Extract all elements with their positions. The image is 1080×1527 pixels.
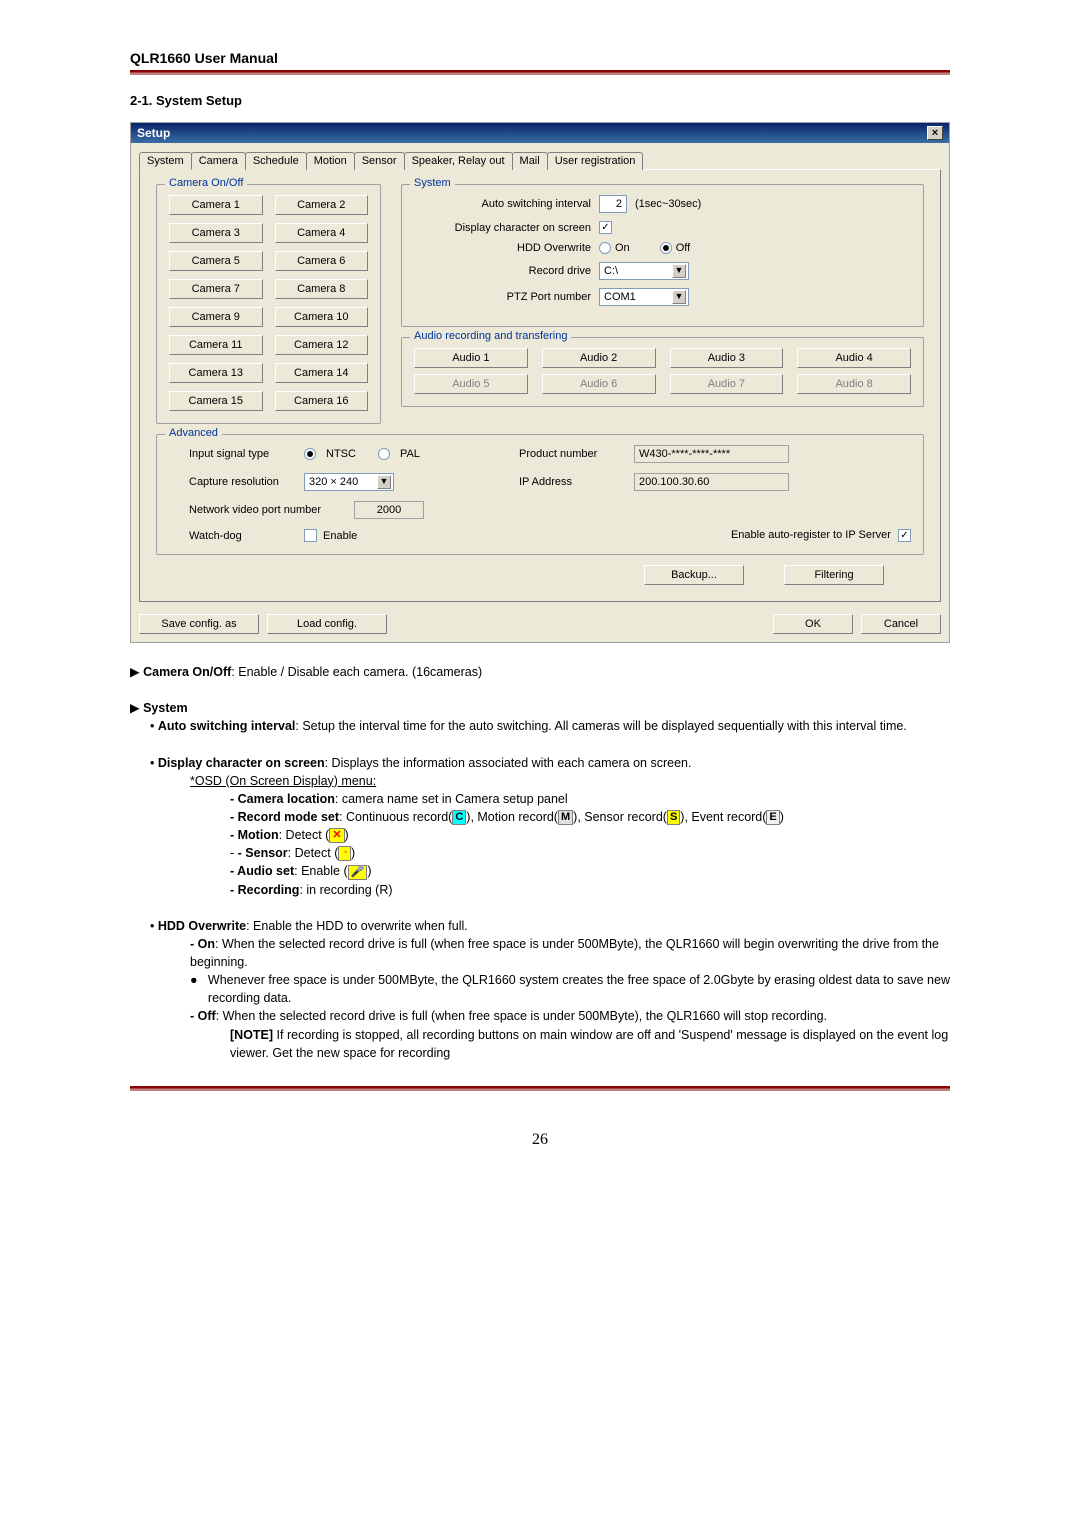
camera-button-2[interactable]: Camera 2 [275, 195, 369, 215]
motion-detect-icon: ✕ [329, 828, 344, 843]
audio-button-5: Audio 5 [414, 374, 528, 394]
chevron-down-icon: ▼ [377, 475, 391, 489]
tab-schedule[interactable]: Schedule [245, 152, 307, 170]
camera-button-11[interactable]: Camera 11 [169, 335, 263, 355]
pal-label: PAL [400, 448, 420, 460]
audio-button-6: Audio 6 [542, 374, 656, 394]
capture-select[interactable]: 320 × 240▼ [304, 473, 394, 491]
event-record-icon: E [766, 810, 779, 825]
close-icon[interactable]: × [927, 126, 943, 140]
camera-button-10[interactable]: Camera 10 [275, 307, 369, 327]
audio-button-8: Audio 8 [797, 374, 911, 394]
camera-button-4[interactable]: Camera 4 [275, 223, 369, 243]
audio-button-2[interactable]: Audio 2 [542, 348, 656, 368]
camera-button-7[interactable]: Camera 7 [169, 279, 263, 299]
ntsc-radio[interactable] [304, 448, 316, 460]
ip-field: 200.100.30.60 [634, 473, 789, 491]
camera-button-1[interactable]: Camera 1 [169, 195, 263, 215]
watchdog-enable-label: Enable [323, 530, 357, 542]
chevron-down-icon: ▼ [672, 264, 686, 278]
input-signal-label: Input signal type [169, 448, 304, 460]
sensor-detect-icon: ◔ [338, 846, 351, 861]
autoreg-label: Enable auto-register to IP Server [731, 529, 891, 541]
chevron-down-icon: ▼ [672, 290, 686, 304]
watchdog-label: Watch-dog [169, 530, 304, 542]
camera-button-8[interactable]: Camera 8 [275, 279, 369, 299]
ptz-select[interactable]: COM1▼ [599, 288, 689, 306]
hdd-on-label: On [615, 242, 630, 254]
product-label: Product number [519, 448, 634, 460]
dialog-title: Setup [137, 126, 170, 140]
tab-motion[interactable]: Motion [306, 152, 355, 170]
record-drive-select[interactable]: C:\▼ [599, 262, 689, 280]
tab-sensor[interactable]: Sensor [354, 152, 405, 170]
page-number: 26 [130, 1131, 950, 1149]
divider [130, 70, 950, 75]
tab-camera[interactable]: Camera [191, 152, 246, 170]
filtering-button[interactable]: Filtering [784, 565, 884, 585]
advanced-group: Advanced Input signal type NTSC PAL Prod… [156, 434, 924, 555]
auto-switch-label: Auto switching interval [414, 198, 599, 210]
setup-dialog: Setup × System Camera Schedule Motion Se… [130, 122, 950, 643]
ptz-label: PTZ Port number [414, 291, 599, 303]
load-config-button[interactable]: Load config. [267, 614, 387, 634]
cancel-button[interactable]: Cancel [861, 614, 941, 634]
camera-button-5[interactable]: Camera 5 [169, 251, 263, 271]
advanced-legend: Advanced [165, 427, 222, 439]
camera-button-9[interactable]: Camera 9 [169, 307, 263, 327]
capture-label: Capture resolution [169, 476, 304, 488]
product-field: W430-****-****-**** [634, 445, 789, 463]
ntsc-label: NTSC [326, 448, 356, 460]
audio-button-4[interactable]: Audio 4 [797, 348, 911, 368]
camera-button-13[interactable]: Camera 13 [169, 363, 263, 383]
manual-title: QLR1660 User Manual [130, 50, 950, 66]
doc-text: Camera On/Off: Enable / Disable each cam… [130, 663, 950, 1062]
camera-onoff-group: Camera On/Off Camera 1Camera 2Camera 3Ca… [156, 184, 381, 424]
motion-record-icon: M [558, 810, 573, 825]
camera-legend: Camera On/Off [165, 177, 247, 189]
hdd-off-label: Off [676, 242, 690, 254]
tab-mail[interactable]: Mail [512, 152, 548, 170]
port-field: 2000 [354, 501, 424, 519]
camera-button-14[interactable]: Camera 14 [275, 363, 369, 383]
divider-bottom [130, 1086, 950, 1091]
auto-switch-input[interactable] [599, 195, 627, 213]
audio-group: Audio recording and transfering Audio 1A… [401, 337, 924, 407]
section-title: 2-1. System Setup [130, 93, 950, 108]
tabs: System Camera Schedule Motion Sensor Spe… [139, 151, 941, 169]
titlebar: Setup × [131, 123, 949, 143]
camera-button-16[interactable]: Camera 16 [275, 391, 369, 411]
audio-enable-icon: 🎤 [348, 865, 368, 880]
camera-button-3[interactable]: Camera 3 [169, 223, 263, 243]
autoreg-checkbox[interactable]: ✓ [898, 529, 911, 542]
hdd-label: HDD Overwrite [414, 242, 599, 254]
audio-button-1[interactable]: Audio 1 [414, 348, 528, 368]
sensor-record-icon: S [667, 810, 680, 825]
system-group: System Auto switching interval (1sec~30s… [401, 184, 924, 327]
display-char-label: Display character on screen [414, 222, 599, 234]
camera-button-6[interactable]: Camera 6 [275, 251, 369, 271]
camera-button-15[interactable]: Camera 15 [169, 391, 263, 411]
record-drive-label: Record drive [414, 265, 599, 277]
tab-user[interactable]: User registration [547, 152, 644, 170]
audio-button-7: Audio 7 [670, 374, 784, 394]
system-legend: System [410, 177, 455, 189]
watchdog-checkbox[interactable] [304, 529, 317, 542]
ip-label: IP Address [519, 476, 634, 488]
save-config-button[interactable]: Save config. as [139, 614, 259, 634]
port-label: Network video port number [169, 504, 354, 516]
continuous-icon: C [452, 810, 466, 825]
tab-speaker[interactable]: Speaker, Relay out [404, 152, 513, 170]
audio-button-3[interactable]: Audio 3 [670, 348, 784, 368]
auto-switch-hint: (1sec~30sec) [635, 198, 701, 210]
pal-radio[interactable] [378, 448, 390, 460]
camera-button-12[interactable]: Camera 12 [275, 335, 369, 355]
hdd-on-radio[interactable] [599, 242, 611, 254]
display-char-checkbox[interactable]: ✓ [599, 221, 612, 234]
tab-system[interactable]: System [139, 152, 192, 170]
hdd-off-radio[interactable] [660, 242, 672, 254]
ok-button[interactable]: OK [773, 614, 853, 634]
backup-button[interactable]: Backup... [644, 565, 744, 585]
audio-legend: Audio recording and transfering [410, 330, 571, 342]
